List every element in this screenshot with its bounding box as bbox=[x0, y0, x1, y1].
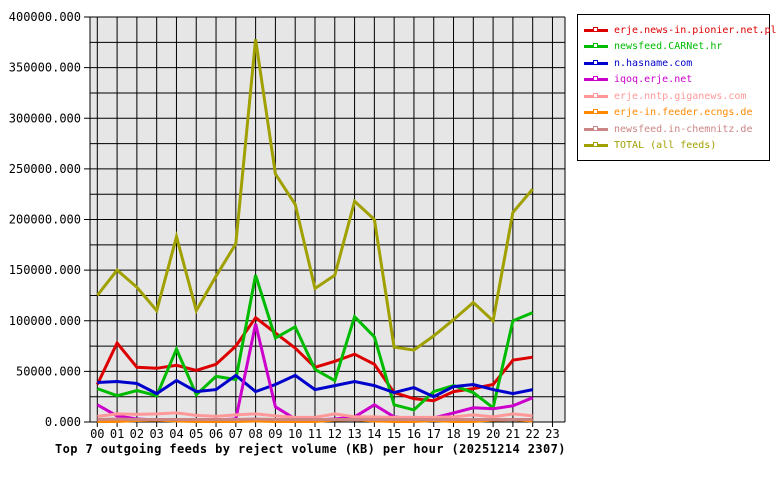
x-tick-label: 09 bbox=[268, 427, 282, 441]
legend-line-marker-icon bbox=[584, 125, 608, 131]
legend-line-marker-icon bbox=[584, 26, 608, 32]
legend-item: erje.news-in.pionier.net.pl bbox=[584, 22, 777, 39]
y-tick-label: 400000.000 bbox=[9, 10, 81, 24]
legend-label: TOTAL (all feeds) bbox=[614, 140, 717, 152]
x-tick-label: 22 bbox=[525, 427, 539, 441]
legend-item: erje-in.feeder.ecngs.de bbox=[584, 105, 763, 122]
x-tick-label: 12 bbox=[328, 427, 342, 441]
legend-line-marker-icon bbox=[584, 142, 608, 148]
x-tick-label: 06 bbox=[209, 427, 223, 441]
x-tick-label: 13 bbox=[347, 427, 361, 441]
x-tick-label: 00 bbox=[90, 427, 104, 441]
x-tick-label: 02 bbox=[130, 427, 144, 441]
legend-point-icon bbox=[593, 26, 598, 32]
x-tick-label: 05 bbox=[189, 427, 203, 441]
chart-title: Top 7 outgoing feeds by reject volume (K… bbox=[55, 442, 566, 456]
legend-point-icon bbox=[593, 142, 598, 148]
x-tick-label: 21 bbox=[506, 427, 520, 441]
legend-point-icon bbox=[593, 43, 598, 49]
series-line-newsfeed-in-chemnitz-de bbox=[97, 417, 533, 421]
x-tick-label: 16 bbox=[407, 427, 421, 441]
y-tick-label: 100000.000 bbox=[9, 314, 81, 328]
y-tick-label: 300000.000 bbox=[9, 111, 81, 125]
legend-line-marker-icon bbox=[584, 59, 608, 65]
series-line-total-all-feeds- bbox=[96, 39, 534, 352]
x-tick-label: 07 bbox=[229, 427, 243, 441]
x-tick-label: 11 bbox=[308, 427, 322, 441]
legend-point-icon bbox=[593, 109, 598, 115]
x-tick-label: 04 bbox=[169, 427, 183, 441]
legend-label: iqoq.erje.net bbox=[614, 74, 693, 86]
y-tick-label: 250000.000 bbox=[9, 162, 81, 176]
y-tick-label: 0.000 bbox=[45, 415, 81, 429]
legend-line-marker-icon bbox=[584, 76, 608, 82]
legend-item: n.hasname.com bbox=[584, 55, 763, 72]
legend-line-marker-icon bbox=[584, 43, 608, 49]
legend-item: newsfeed.CARNet.hr bbox=[584, 39, 763, 56]
x-tick-label: 01 bbox=[110, 427, 124, 441]
legend-label: erje.nntp.giganews.com bbox=[614, 90, 747, 102]
legend-point-icon bbox=[593, 92, 598, 98]
legend-item: newsfeed.in-chemnitz.de bbox=[584, 121, 763, 138]
legend-line-marker-icon bbox=[584, 92, 608, 98]
legend-label: erje-in.feeder.ecngs.de bbox=[614, 107, 753, 119]
legend-item: TOTAL (all feeds) bbox=[584, 138, 763, 155]
y-tick-label: 50000.000 bbox=[16, 364, 81, 378]
series-line-newsfeed-carnet-hr bbox=[96, 274, 534, 412]
y-tick-label: 150000.000 bbox=[9, 263, 81, 277]
legend-label: erje.news-in.pionier.net.pl bbox=[614, 24, 777, 36]
legend-point-icon bbox=[593, 76, 598, 82]
legend: erje.news-in.pionier.net.pl newsfeed.CARN… bbox=[577, 14, 777, 161]
y-tick-label: 350000.000 bbox=[9, 61, 81, 75]
legend-label: newsfeed.in-chemnitz.de bbox=[614, 123, 753, 135]
legend-label: newsfeed.CARNet.hr bbox=[614, 41, 723, 53]
legend-line-marker-icon bbox=[584, 109, 608, 115]
legend-item: erje.nntp.giganews.com bbox=[584, 88, 763, 105]
series-line-n-hasname-com bbox=[97, 373, 533, 399]
x-tick-label: 23 bbox=[545, 427, 559, 441]
y-tick-label: 200000.000 bbox=[9, 213, 81, 227]
x-tick-label: 17 bbox=[427, 427, 441, 441]
x-tick-label: 15 bbox=[387, 427, 401, 441]
legend-item: iqoq.erje.net bbox=[584, 72, 763, 89]
legend-label: n.hasname.com bbox=[614, 57, 693, 69]
legend-point-icon bbox=[593, 59, 598, 65]
x-tick-label: 03 bbox=[149, 427, 163, 441]
x-tick-label: 19 bbox=[466, 427, 480, 441]
x-tick-label: 18 bbox=[446, 427, 460, 441]
x-tick-label: 10 bbox=[288, 427, 302, 441]
x-tick-label: 20 bbox=[486, 427, 500, 441]
series-line-erje-nntp-giganews-com bbox=[97, 411, 533, 419]
legend-point-icon bbox=[593, 125, 598, 131]
x-tick-label: 14 bbox=[367, 427, 381, 441]
x-tick-label: 08 bbox=[248, 427, 262, 441]
